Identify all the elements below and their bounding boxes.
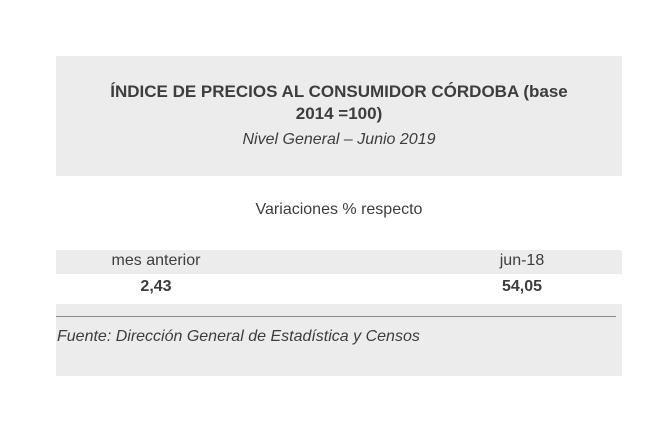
source-divider — [56, 316, 616, 317]
source-text: Fuente: Dirección General de Estadística… — [57, 328, 420, 345]
subtitle: Nivel General – Junio 2019 — [242, 131, 436, 148]
table-header-row: mes anterior jun-18 — [56, 250, 622, 274]
header-mes-anterior: mes anterior — [111, 252, 201, 269]
title-panel: ÍNDICE DE PRECIOS AL CONSUMIDOR CÓRDOBA … — [56, 56, 622, 176]
title-line-1: ÍNDICE DE PRECIOS AL CONSUMIDOR CÓRDOBA … — [110, 82, 568, 101]
title-line-2: 2014 =100) — [295, 104, 383, 123]
value-mes-anterior: 2,43 — [140, 278, 172, 295]
variaciones-label: Variaciones % respecto — [255, 201, 423, 218]
header-jun-18: jun-18 — [499, 252, 545, 269]
value-jun-18: 54,05 — [501, 278, 543, 295]
table-value-row: 2,43 54,05 — [56, 274, 622, 298]
source-panel: Fuente: Dirección General de Estadística… — [56, 304, 622, 376]
